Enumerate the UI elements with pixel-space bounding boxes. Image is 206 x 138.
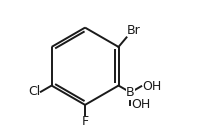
Text: OH: OH	[142, 80, 161, 93]
Text: Br: Br	[127, 24, 141, 37]
Text: Cl: Cl	[28, 85, 40, 98]
Text: B: B	[126, 86, 135, 99]
Text: F: F	[82, 115, 89, 128]
Text: OH: OH	[131, 98, 150, 111]
